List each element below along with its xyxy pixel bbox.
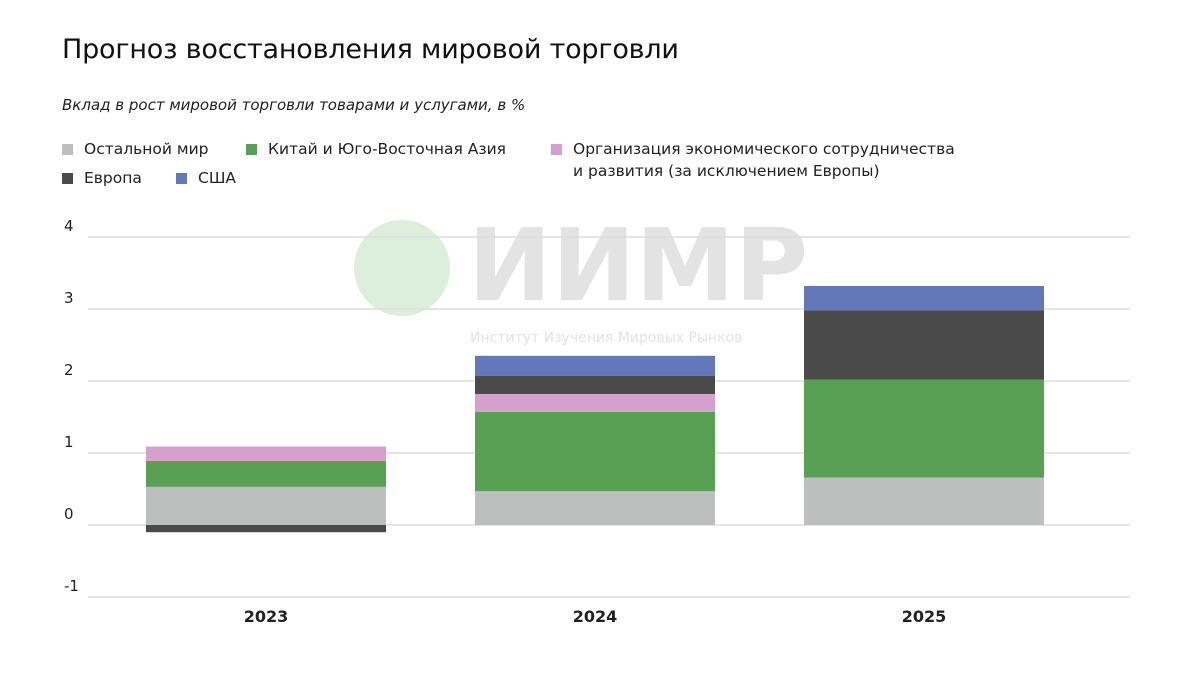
x-tick-label: 2023 bbox=[244, 607, 289, 626]
bar-segment bbox=[804, 285, 1044, 311]
x-tick-label: 2024 bbox=[573, 607, 618, 626]
bar-segment bbox=[146, 525, 386, 533]
bar-segment bbox=[475, 393, 715, 412]
watermark-logo: ИИМР bbox=[468, 207, 808, 324]
y-tick-label: 0 bbox=[64, 505, 74, 523]
legend-label: Китай и Юго-Восточная Азия bbox=[268, 140, 506, 158]
legend-label: Европа bbox=[84, 169, 142, 187]
legend-swatch bbox=[176, 173, 187, 184]
legend-swatch bbox=[62, 173, 73, 184]
y-tick-label: 2 bbox=[64, 361, 74, 379]
y-tick-label: 4 bbox=[64, 217, 74, 235]
x-tick-label: 2025 bbox=[902, 607, 947, 626]
y-tick-label: 3 bbox=[64, 289, 74, 307]
bar-segment bbox=[475, 491, 715, 525]
legend-swatch bbox=[246, 144, 257, 155]
legend-swatch bbox=[551, 144, 562, 155]
y-tick-label: -1 bbox=[64, 577, 79, 595]
bar-segment bbox=[475, 375, 715, 394]
bar-segment bbox=[804, 310, 1044, 380]
chart-title: Прогноз восстановления мировой торговли bbox=[62, 34, 679, 65]
watermark-caption: Институт Изучения Мировых Рынков bbox=[470, 330, 742, 346]
bar-segment bbox=[475, 411, 715, 492]
legend-label: Организация экономического сотрудничеств… bbox=[573, 140, 955, 158]
bar-segment bbox=[475, 355, 715, 376]
y-tick-label: 1 bbox=[64, 433, 74, 451]
bar-segment bbox=[804, 477, 1044, 525]
bar-segment bbox=[146, 486, 386, 525]
legend-label: и развития (за исключением Европы) bbox=[573, 162, 880, 180]
legend-swatch bbox=[62, 144, 73, 155]
watermark-globe-icon bbox=[354, 220, 450, 316]
bar-segment bbox=[804, 379, 1044, 478]
bar-segment bbox=[146, 460, 386, 487]
bar-segment bbox=[146, 446, 386, 461]
chart-subtitle: Вклад в рост мировой торговли товарами и… bbox=[62, 96, 526, 114]
legend-label: Остальной мир bbox=[84, 140, 209, 158]
legend-label: США bbox=[198, 169, 237, 187]
